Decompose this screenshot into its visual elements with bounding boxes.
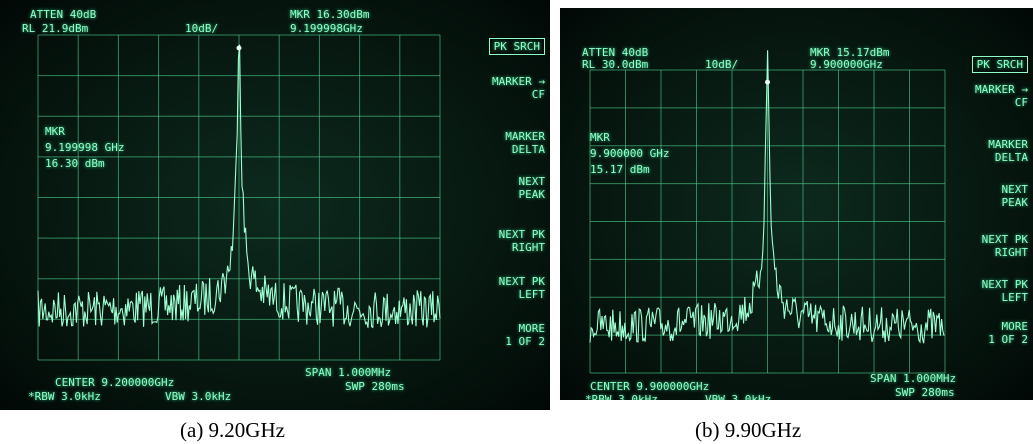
header-scale: 10dB/ <box>185 22 219 35</box>
softkey: PK SRCH <box>488 38 545 55</box>
marker-dot <box>236 45 242 51</box>
footer-vbw: VBW 3.0kHz <box>165 390 232 403</box>
footer-rbw: *RBW 3.0kHz <box>28 390 101 403</box>
softkey: NEXT PK <box>981 233 1028 246</box>
softkey: PEAK <box>518 188 546 201</box>
footer-rbw: *RBW 3.0kHz <box>585 393 658 400</box>
marker-readout: MKR <box>590 131 610 144</box>
softkey: MARKER → <box>492 75 545 88</box>
softkey: 1 OF 2 <box>505 335 545 348</box>
softkey: MORE <box>1001 320 1029 333</box>
softkey: MARKER <box>988 138 1028 151</box>
header-atten: ATTEN 40dB <box>30 8 97 21</box>
marker-readout: 15.17 dBm <box>590 163 650 176</box>
trace <box>589 50 945 344</box>
header-ref-level: RL 21.9dBm <box>22 22 89 35</box>
marker-readout: 9.199998 GHz <box>45 141 125 154</box>
header-ref-level: RL 30.0dBm <box>582 58 649 71</box>
footer-sweep: SWP 280ms <box>345 380 405 393</box>
marker-readout: 16.30 dBm <box>45 157 105 170</box>
softkey: MARKER <box>505 130 545 143</box>
softkey: NEXT PK <box>981 278 1028 291</box>
softkey: RIGHT <box>511 241 545 254</box>
softkey: MARKER → <box>975 83 1028 96</box>
header-marker-level: MKR 15.17dBm <box>810 46 890 59</box>
softkey: NEXT <box>1001 183 1029 196</box>
softkey: NEXT PK <box>498 275 545 288</box>
softkey: PEAK <box>1001 196 1029 209</box>
softkey: 1 OF 2 <box>988 333 1028 346</box>
display <box>37 34 441 361</box>
footer-span: SPAN 1.000MHz <box>870 372 957 385</box>
header-marker-freq: 9.900000GHz <box>810 58 883 71</box>
softkey: NEXT <box>518 175 546 188</box>
display <box>589 50 946 374</box>
header-atten: ATTEN 40dB <box>582 46 649 59</box>
softkey: LEFT <box>1001 291 1029 304</box>
softkey: DELTA <box>994 151 1028 164</box>
caption: (a) 9.20GHz <box>180 418 285 442</box>
caption: (b) 9.90GHz <box>695 418 802 442</box>
softkey: PK SRCH <box>971 56 1028 73</box>
marker-dot <box>765 79 770 85</box>
softkey: LEFT <box>518 288 546 301</box>
marker-readout: 9.900000 GHz <box>590 147 670 160</box>
analyzer-screen: ATTEN 40dB RL 30.0dBm 10dB/MKR 15.17dBm 9.9… <box>560 8 1033 400</box>
softkey: MORE <box>518 322 546 335</box>
analyzer-screen: ATTEN 40dB RL 21.9dBm 10dB/MKR 16.30dBm 9.1… <box>0 0 550 410</box>
footer-center: CENTER 9.900000GHz <box>590 380 710 393</box>
softkey: NEXT PK <box>498 228 545 241</box>
trace <box>37 44 441 329</box>
footer-vbw: VBW 3.0kHz <box>705 393 772 400</box>
softkey: CF <box>1014 96 1028 109</box>
header-marker-freq: 9.199998GHz <box>290 22 363 35</box>
footer-center: CENTER 9.200000GHz <box>55 376 175 389</box>
softkey: DELTA <box>511 143 545 156</box>
marker-readout: MKR <box>45 125 65 138</box>
header-marker-level: MKR 16.30dBm <box>290 8 370 21</box>
footer-sweep: SWP 280ms <box>895 386 955 399</box>
footer-span: SPAN 1.000MHz <box>305 366 392 379</box>
softkey: RIGHT <box>994 246 1028 259</box>
softkey: CF <box>531 88 545 101</box>
header-scale: 10dB/ <box>705 58 739 71</box>
